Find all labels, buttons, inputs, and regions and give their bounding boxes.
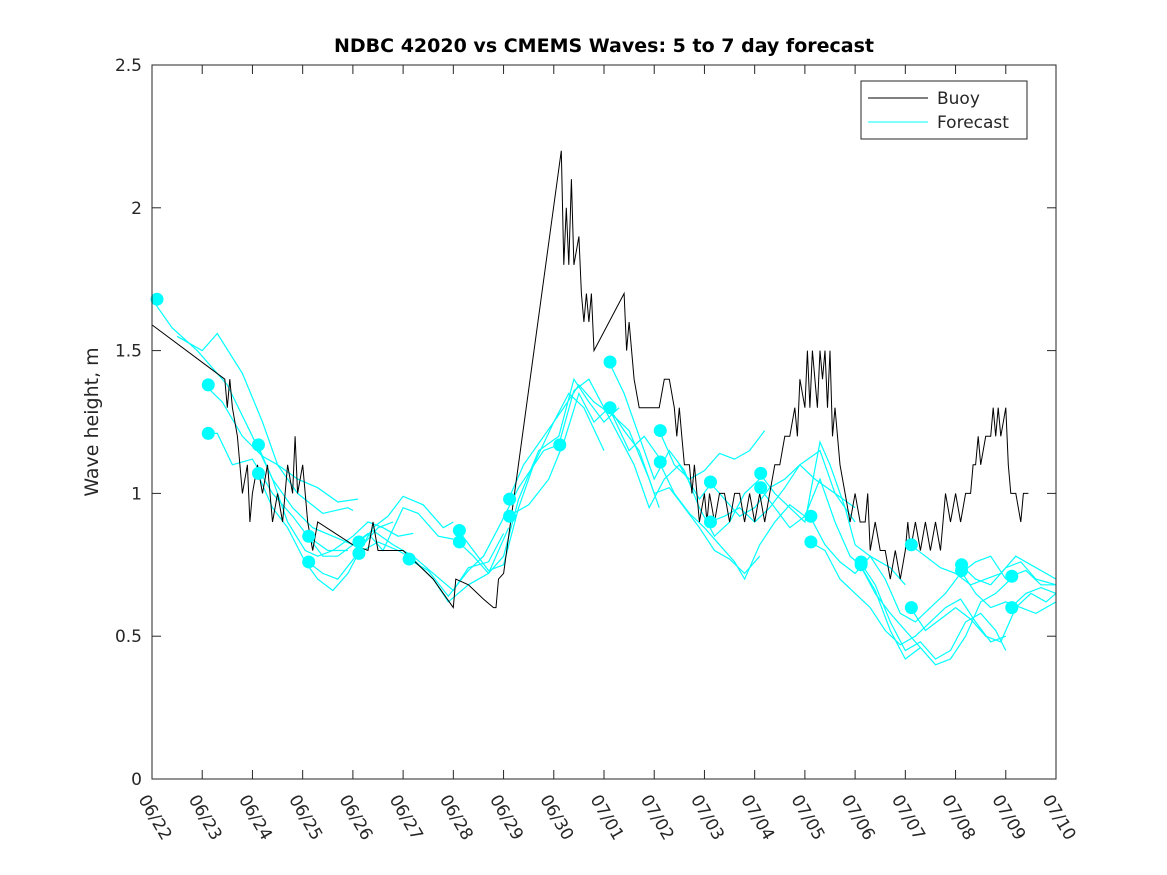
forecast-start-marker: [503, 509, 517, 523]
forecast-series-line: [809, 515, 1007, 623]
forecast-start-marker: [503, 492, 517, 506]
forecast-series-line: [357, 529, 505, 592]
forecast-start-marker: [352, 535, 366, 549]
forecast-series-line: [256, 444, 414, 557]
legend-forecast-label: Forecast: [937, 113, 1009, 133]
forecast-start-marker: [703, 515, 717, 529]
y-tick-label: 2: [131, 199, 142, 219]
forecast-start-marker: [955, 564, 969, 578]
forecast-series-line: [859, 564, 1012, 666]
legend: Buoy Forecast: [860, 80, 1028, 140]
forecast-start-marker: [150, 292, 164, 306]
forecast-series-line: [457, 377, 620, 575]
forecast-start-marker: [553, 438, 567, 452]
forecast-series-line: [859, 561, 1007, 660]
forecast-series-line: [307, 506, 454, 557]
forecast-series-line: [759, 477, 921, 648]
legend-buoy-label: Buoy: [937, 89, 980, 109]
y-axis-label: Wave height, m: [81, 347, 103, 496]
forecast-start-marker: [302, 529, 316, 543]
forecast-series-line: [151, 298, 354, 546]
forecast-start-marker: [603, 401, 617, 415]
forecast-series-line: [910, 544, 1057, 586]
forecast-series-line: [960, 570, 1057, 615]
plot-area: 00.511.522.5 06/22 06/23 06/24 06/25 06/26 06…: [115, 56, 1080, 844]
forecast-start-marker: [452, 535, 466, 549]
forecast-start-marker: [804, 535, 818, 549]
forecast-series-line: [1010, 586, 1057, 609]
forecast-start-marker: [653, 424, 667, 438]
chart-title: NDBC 42020 vs CMEMS Waves: 5 to 7 day fo…: [334, 35, 874, 57]
forecast-series-line: [608, 361, 761, 538]
legend-box: [860, 80, 1028, 140]
forecast-series-line: [176, 332, 354, 515]
forecast-start-marker: [452, 524, 466, 538]
forecast-start-marker: [854, 558, 868, 572]
forecast-start-marker: [904, 538, 918, 552]
forecast-start-marker: [201, 378, 215, 392]
forecast-start-marker: [251, 438, 265, 452]
y-tick-label: 2.5: [115, 56, 142, 76]
forecast-series-line: [658, 461, 806, 581]
forecast-start-marker: [904, 601, 918, 615]
forecast-start-marker: [1005, 601, 1019, 615]
forecast-series-line: [960, 561, 1057, 586]
forecast-start-marker: [302, 555, 316, 569]
marker-layer: [150, 292, 1019, 615]
y-tick-label: 0: [131, 770, 142, 790]
forecast-series-line: [759, 439, 906, 586]
forecast-start-marker: [703, 475, 717, 489]
forecast-series-line: [658, 430, 766, 480]
forecast-series-line: [204, 384, 358, 503]
y-tick-label: 1: [131, 484, 142, 504]
forecast-series-line: [307, 495, 454, 580]
forecast-series-line: [508, 383, 660, 508]
forecast-series-line: [909, 592, 1057, 643]
forecast-series-line: [508, 391, 665, 517]
forecast-series-line: [1010, 569, 1056, 586]
forecast-start-marker: [201, 426, 215, 440]
y-tick-label: 1.5: [115, 342, 142, 362]
series-layer: [151, 150, 1057, 666]
forecast-start-marker: [754, 466, 768, 480]
forecast-series-line: [204, 432, 348, 552]
forecast-start-marker: [603, 355, 617, 369]
y-tick-label: 0.5: [115, 627, 142, 647]
forecast-start-marker: [1005, 569, 1019, 583]
forecast-start-marker: [352, 546, 366, 560]
forecast-start-marker: [804, 509, 818, 523]
y-axis-ticks: 0 0.5 1 1.5 2 2.5: [115, 56, 1056, 790]
forecast-start-marker: [402, 552, 416, 566]
forecast-series-line: [709, 449, 856, 523]
forecast-start-marker: [653, 455, 667, 469]
forecast-start-marker: [251, 466, 265, 480]
forecast-start-marker: [754, 481, 768, 495]
forecast-series-line: [407, 444, 560, 598]
